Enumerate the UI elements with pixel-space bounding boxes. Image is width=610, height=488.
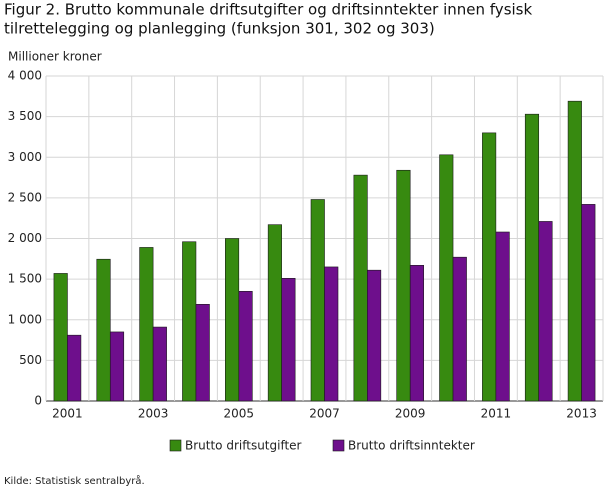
y-tick-label: 500 xyxy=(19,353,42,367)
bar xyxy=(53,273,68,402)
x-tick-label: 2001 xyxy=(52,407,83,421)
bar xyxy=(581,204,596,402)
bar xyxy=(452,256,467,402)
x-tick-label: 2003 xyxy=(138,407,169,421)
bar xyxy=(310,199,325,402)
y-tick-label: 0 xyxy=(34,394,42,408)
bar xyxy=(195,304,210,402)
source: Kilde: Statistisk sentralbyrå. xyxy=(4,474,145,487)
legend-swatch xyxy=(169,439,182,452)
y-tick-label: 4 000 xyxy=(8,69,42,83)
x-tick-label: 2005 xyxy=(224,407,255,421)
legend-label: Brutto driftsutgifter xyxy=(185,439,302,453)
bar xyxy=(225,238,240,402)
y-tick-label: 3 000 xyxy=(8,150,42,164)
bar xyxy=(67,334,82,402)
y-axis-label: Millioner kroner xyxy=(8,50,102,64)
x-tick-label: 2007 xyxy=(309,407,340,421)
legend-label: Brutto driftsinntekter xyxy=(348,439,475,453)
x-tick-label: 2013 xyxy=(566,407,597,421)
y-tick-label: 2 000 xyxy=(8,231,42,245)
bar xyxy=(353,174,368,402)
bar xyxy=(538,221,553,402)
bar xyxy=(524,113,540,402)
x-tick-label: 2011 xyxy=(481,407,512,421)
y-tick-label: 1 500 xyxy=(8,272,42,286)
bar xyxy=(409,265,424,402)
y-tick-label: 3 500 xyxy=(8,109,42,123)
bar xyxy=(482,132,497,402)
bar xyxy=(396,169,411,402)
bar xyxy=(109,331,125,402)
bar xyxy=(267,224,282,402)
chart-title-line: Figur 2. Brutto kommunale driftsutgifter… xyxy=(4,1,532,19)
bar xyxy=(139,247,154,402)
y-tick-label: 1 000 xyxy=(8,312,42,326)
bar xyxy=(567,100,582,402)
bar xyxy=(495,231,510,402)
bar xyxy=(152,326,167,402)
bar xyxy=(367,269,382,402)
bar xyxy=(324,266,339,402)
bar xyxy=(439,154,454,402)
bar xyxy=(182,241,197,402)
bar xyxy=(281,278,296,402)
bar xyxy=(96,258,111,402)
bar xyxy=(238,291,253,402)
x-tick-label: 2009 xyxy=(395,407,426,421)
y-tick-label: 2 500 xyxy=(8,190,42,204)
legend-swatch xyxy=(332,439,345,452)
chart-title-line: tilrettelegging og planlegging (funksjon… xyxy=(4,20,435,38)
